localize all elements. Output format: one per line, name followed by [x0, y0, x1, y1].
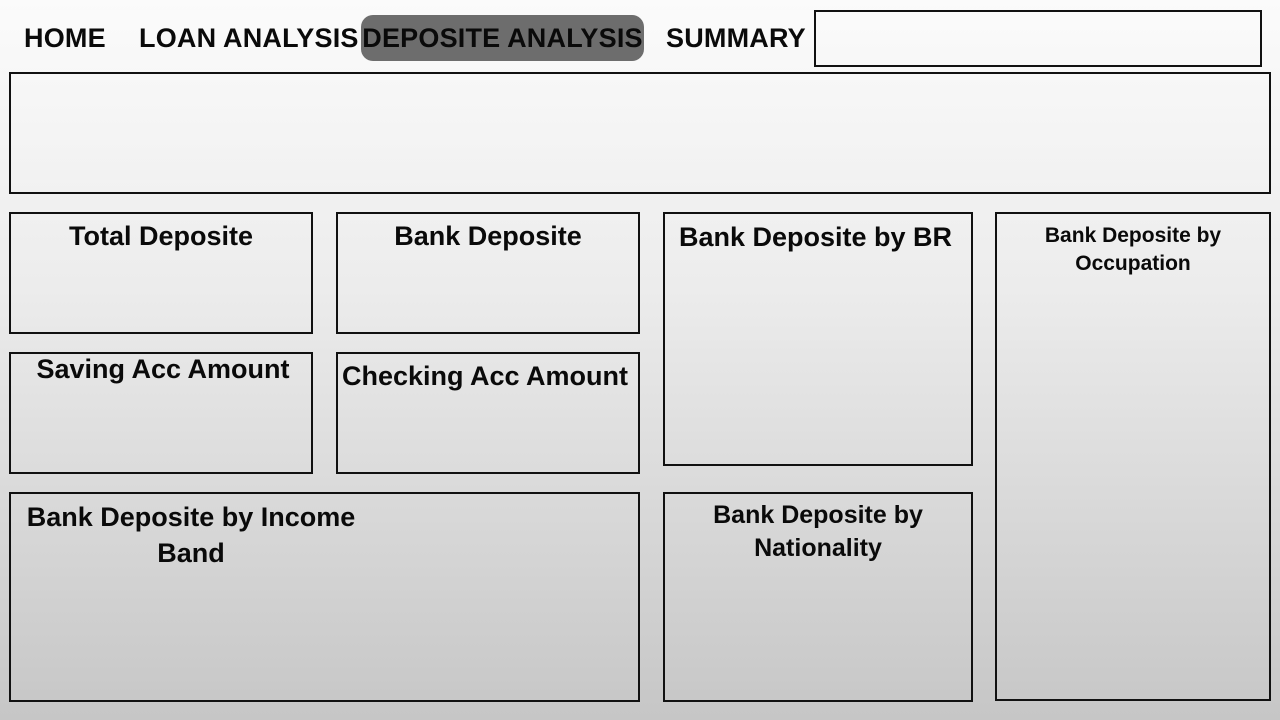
card-total-deposite-title: Total Deposite [68, 221, 254, 251]
card-saving-acc-amount: Saving Acc Amount [9, 352, 313, 474]
nav-home[interactable]: HOME [24, 23, 106, 53]
income-band-title-line1: Bank Deposite by Income [26, 502, 356, 532]
chart-bank-deposite-by-occupation-title: Bank Deposite by Occupation [997, 222, 1269, 278]
nationality-title-line1: Bank Deposite by [713, 501, 923, 529]
chart-bank-deposite-by-br-title: Bank Deposite by BR [679, 222, 953, 252]
income-band-title-line2: Band [157, 538, 225, 568]
card-checking-acc-amount: Checking Acc Amount [336, 352, 640, 474]
card-total-deposite: Total Deposite [9, 212, 313, 334]
chart-bank-deposite-by-br: Bank Deposite by BR [663, 212, 973, 466]
card-bank-deposite: Bank Deposite [336, 212, 640, 334]
nav-summary[interactable]: SUMMARY [666, 23, 806, 53]
nationality-title-line2: Nationality [754, 534, 882, 562]
chart-bank-deposite-by-nationality-title: Bank Deposite by Nationality [665, 499, 971, 565]
occupation-title-line1: Bank Deposite by [1044, 224, 1222, 247]
chart-bank-deposite-by-nationality: Bank Deposite by Nationality [663, 492, 973, 702]
occupation-title-line2: Occupation [1075, 252, 1191, 275]
chart-bank-deposite-by-income-band-title: Bank Deposite by Income Band [25, 499, 357, 571]
chart-bank-deposite-by-occupation: Bank Deposite by Occupation [995, 212, 1271, 701]
card-bank-deposite-title: Bank Deposite [394, 221, 582, 251]
nav-deposite-analysis[interactable]: DEPOSITE ANALYSIS [361, 15, 644, 61]
card-checking-acc-amount-title: Checking Acc Amount [342, 361, 629, 391]
header-banner [9, 72, 1271, 194]
filter-box[interactable] [814, 10, 1262, 67]
chart-bank-deposite-by-income-band: Bank Deposite by Income Band [9, 492, 640, 702]
card-saving-acc-amount-title: Saving Acc Amount [36, 354, 290, 384]
nav-loan-analysis[interactable]: LOAN ANALYSIS [139, 23, 359, 53]
